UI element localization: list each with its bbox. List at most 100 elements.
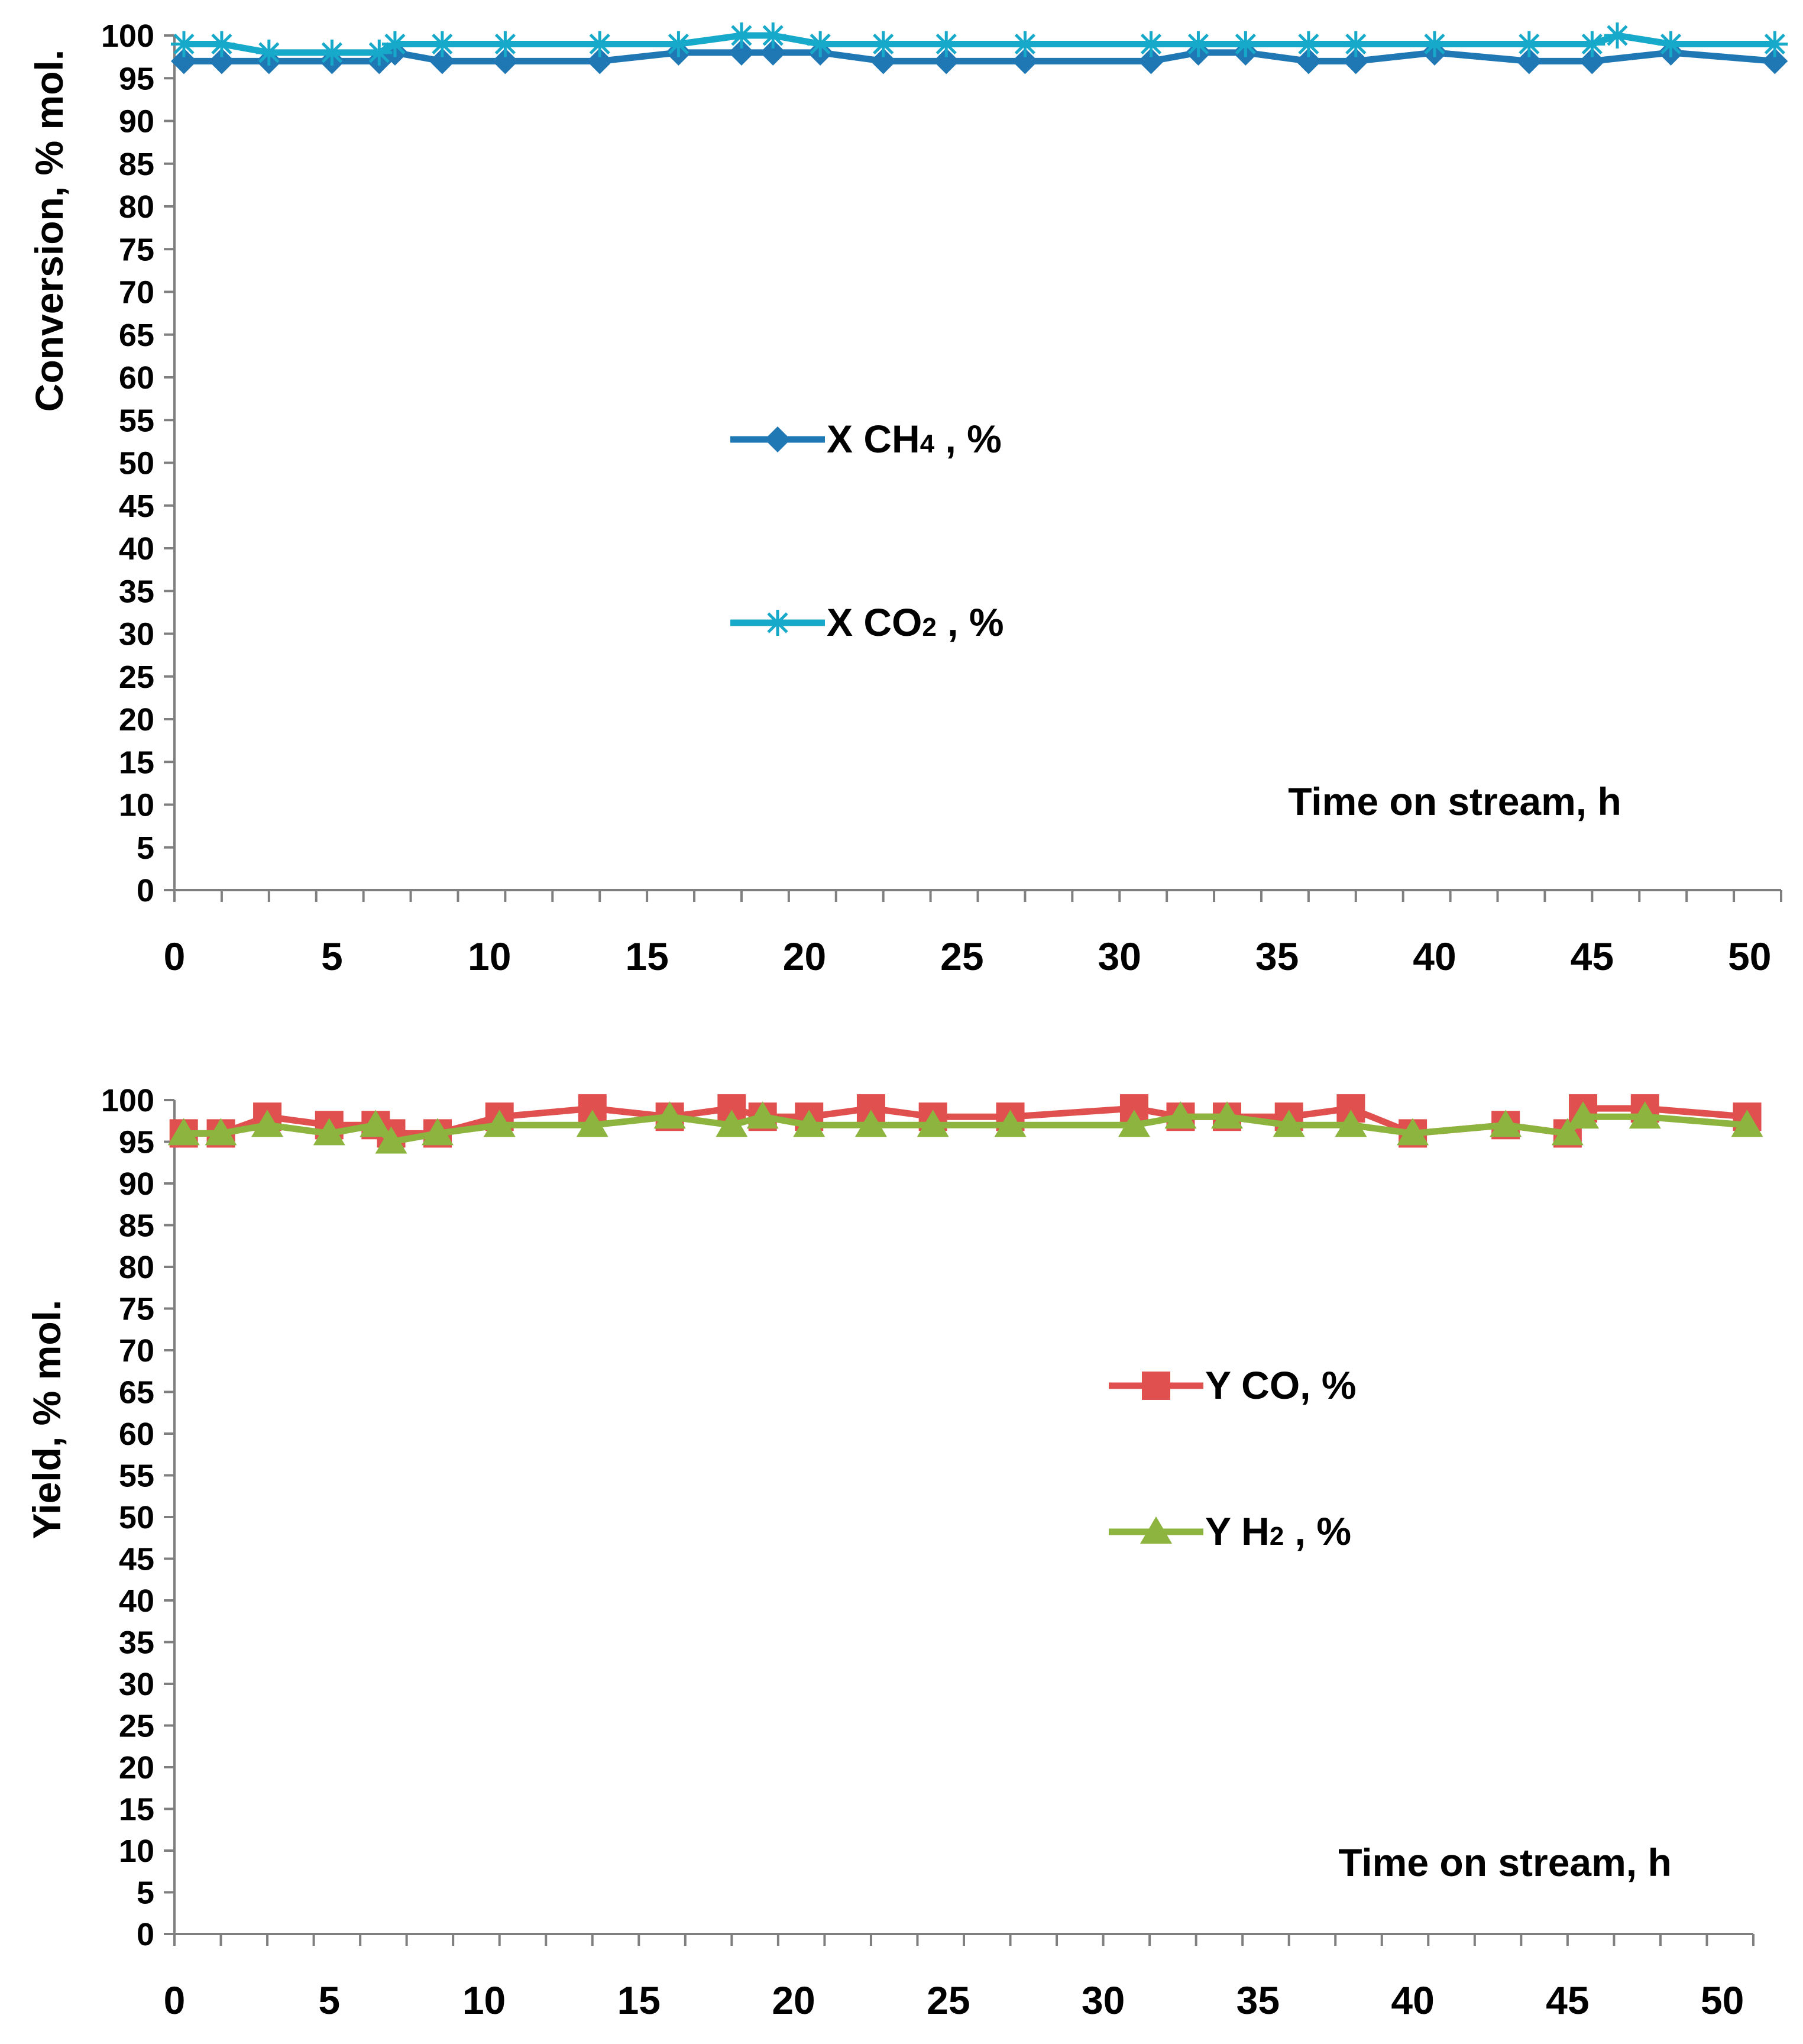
- y-tick-label: 65: [119, 1375, 154, 1411]
- x-tick-label: 0: [164, 1978, 186, 2022]
- data-point-x-ch4: [1762, 48, 1788, 75]
- x-tick-label: 40: [1391, 1978, 1434, 2022]
- data-point-x-ch4: [1012, 48, 1038, 75]
- data-point-y-h2: [360, 1110, 392, 1137]
- y-tick-label: 30: [119, 1667, 154, 1702]
- y-tick-label: 30: [119, 617, 154, 652]
- data-point-x-co2: [1658, 31, 1684, 57]
- x-tick-label: 45: [1546, 1978, 1589, 2022]
- data-point-x-ch4: [870, 48, 896, 75]
- x-tick-label: 15: [617, 1978, 661, 2022]
- x-tick-label: 25: [927, 1978, 970, 2022]
- data-point-x-co2: [429, 31, 455, 57]
- x-tick-label: 0: [164, 934, 186, 978]
- x-tick-label: 5: [318, 1978, 340, 2022]
- legend-label-y-co: Y CO, %: [1205, 1363, 1357, 1407]
- y-tick-label: 0: [137, 1917, 154, 1952]
- x-axis-title: Time on stream, h: [1288, 780, 1621, 823]
- y-tick-label: 95: [119, 61, 154, 96]
- y-tick-label: 15: [119, 1792, 154, 1828]
- data-point-y-h2: [1731, 1110, 1763, 1137]
- y-tick-label: 50: [119, 1500, 154, 1535]
- x-tick-label: 5: [321, 934, 343, 978]
- y-axis-title: Conversion, % mol.: [27, 50, 71, 412]
- data-point-x-co2: [1138, 31, 1164, 57]
- legend-marker-x-co2: [765, 610, 791, 636]
- y-tick-label: 5: [137, 830, 154, 866]
- x-tick-label: 20: [783, 934, 826, 978]
- conversion-chart: 0510152025303540455055606570758085909510…: [27, 18, 1788, 978]
- x-tick-label: 30: [1098, 934, 1141, 978]
- data-point-x-ch4: [429, 48, 455, 75]
- data-point-x-ch4: [728, 39, 755, 66]
- y-tick-label: 40: [119, 1583, 154, 1619]
- data-point-x-co2: [255, 39, 282, 66]
- y-tick-label: 35: [119, 574, 154, 609]
- y-tick-label: 25: [119, 1709, 154, 1744]
- data-point-x-co2: [1185, 31, 1212, 57]
- data-point-x-co2: [492, 31, 519, 57]
- data-point-x-ch4: [1295, 48, 1322, 75]
- data-point-x-co2: [1012, 31, 1038, 57]
- x-axis-ticks: 0 5 10 15 20 25 30 35 40 45 50: [164, 1934, 1755, 2022]
- y-tick-label: 80: [119, 189, 154, 225]
- data-point-y-h2: [251, 1110, 284, 1137]
- x-tick-label: 10: [462, 1978, 506, 2022]
- data-point-x-co2: [208, 31, 235, 57]
- y-tick-label: 90: [119, 104, 154, 140]
- data-point-x-co2: [587, 31, 613, 57]
- data-point-y-h2: [716, 1110, 748, 1137]
- y-tick-label: 45: [119, 489, 154, 524]
- data-point-x-ch4: [1342, 48, 1369, 75]
- y-tick-label: 45: [119, 1542, 154, 1577]
- x-tick-label: 45: [1571, 934, 1614, 978]
- y-tick-label: 60: [119, 360, 154, 396]
- data-point-x-ch4: [760, 39, 786, 66]
- data-point-x-co2: [933, 31, 960, 57]
- x-tick-label: 20: [772, 1978, 815, 2022]
- y-tick-label: 55: [119, 403, 154, 438]
- y-tick-label: 20: [119, 702, 154, 738]
- y-tick-label: 50: [119, 446, 154, 481]
- legend: X CH4 , % X CO2 , %: [730, 417, 1004, 644]
- y-tick-label: 20: [119, 1750, 154, 1786]
- data-point-y-h2: [1397, 1118, 1429, 1146]
- y-axis-title: Yield, % mol.: [25, 1300, 69, 1540]
- data-point-y-h2: [205, 1118, 237, 1146]
- y-tick-label: 85: [119, 147, 154, 182]
- x-axis-ticks: 0 5 10 15 20 25 30 35 40 45 50: [164, 890, 1782, 978]
- y-tick-label: 65: [119, 318, 154, 353]
- x-tick-label: 40: [1413, 934, 1456, 978]
- data-point-y-h2: [167, 1118, 200, 1146]
- data-point-x-ch4: [208, 48, 235, 75]
- data-point-x-co2: [1604, 22, 1630, 48]
- data-point-x-ch4: [933, 48, 960, 75]
- data-point-y-h2: [793, 1110, 826, 1137]
- data-point-y-h2: [994, 1110, 1027, 1137]
- x-tick-label: 25: [940, 934, 983, 978]
- x-tick-label: 15: [625, 934, 668, 978]
- x-axis-title: Time on stream, h: [1338, 1841, 1672, 1884]
- data-point-y-h2: [1164, 1101, 1197, 1129]
- y-tick-label: 100: [101, 1083, 154, 1118]
- data-point-x-ch4: [1516, 48, 1542, 75]
- x-tick-label: 50: [1701, 1978, 1744, 2022]
- legend-marker-y-co: [1142, 1372, 1170, 1400]
- data-point-x-co2: [870, 31, 896, 57]
- legend: Y CO, % Y H2 , %: [1109, 1363, 1357, 1553]
- y-tick-label: 10: [119, 788, 154, 823]
- x-tick-label: 35: [1255, 934, 1299, 978]
- data-point-x-co2: [319, 39, 345, 66]
- data-point-y-h2: [576, 1110, 608, 1137]
- y-axis-ticks: 0 5 10 15 20 25 30 35 40 45 50 55 60 65 70 75 80 85 90 95 10…: [101, 18, 174, 908]
- data-point-y-h2: [1118, 1110, 1150, 1137]
- data-point-x-co2: [1232, 31, 1259, 57]
- legend-marker-x-ch4: [765, 426, 791, 452]
- y-tick-label: 5: [137, 1875, 154, 1911]
- x-tick-label: 30: [1082, 1978, 1125, 2022]
- data-point-x-co2: [760, 22, 786, 48]
- data-point-x-co2: [1579, 31, 1605, 57]
- y-tick-label: 15: [119, 745, 154, 780]
- data-point-x-ch4: [492, 48, 519, 75]
- data-point-x-ch4: [170, 48, 197, 75]
